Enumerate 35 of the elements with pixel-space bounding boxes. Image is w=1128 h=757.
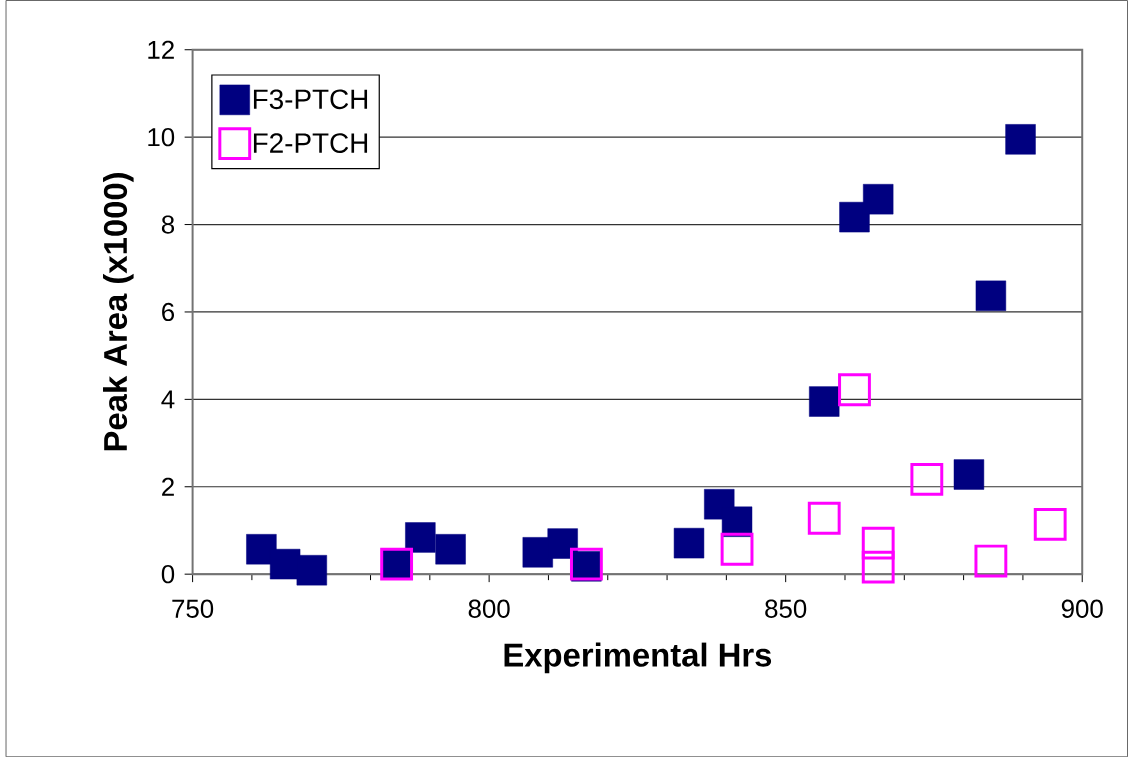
x-tick-label: 900 [1061,599,1103,618]
point [1005,124,1036,155]
y-tick-label: 4 [161,390,175,409]
point [953,459,985,490]
x-tick-label: 850 [765,599,807,618]
y-tick-label: 12 [148,40,174,59]
point [974,544,1008,578]
point [405,522,436,553]
point [863,183,894,215]
point [861,550,895,584]
legend-label: F2-PTCH [253,133,368,153]
point [296,554,327,586]
point [807,501,841,535]
y-axis-title: Peak Area (x1000) [103,172,134,451]
point [839,201,870,233]
y-tick-label: 2 [162,477,174,496]
y-tick-label: 6 [162,302,175,321]
point [838,373,871,407]
point [861,526,895,560]
point [673,527,705,559]
y-tick-label: 10 [148,127,175,147]
point [809,386,840,417]
x-tick-label: 750 [172,599,214,618]
point [975,280,1007,311]
point [435,533,466,565]
point [910,462,944,496]
x-axis-title: Experimental Hrs [504,642,772,674]
point [547,528,578,559]
legend-label: F3-PTCH [253,89,368,110]
y-tick-label: 8 [161,215,175,234]
point [720,532,754,566]
y-tick-label: 0 [161,564,175,584]
x-tick-label: 800 [468,599,510,618]
point [1033,507,1067,541]
point [246,533,277,565]
